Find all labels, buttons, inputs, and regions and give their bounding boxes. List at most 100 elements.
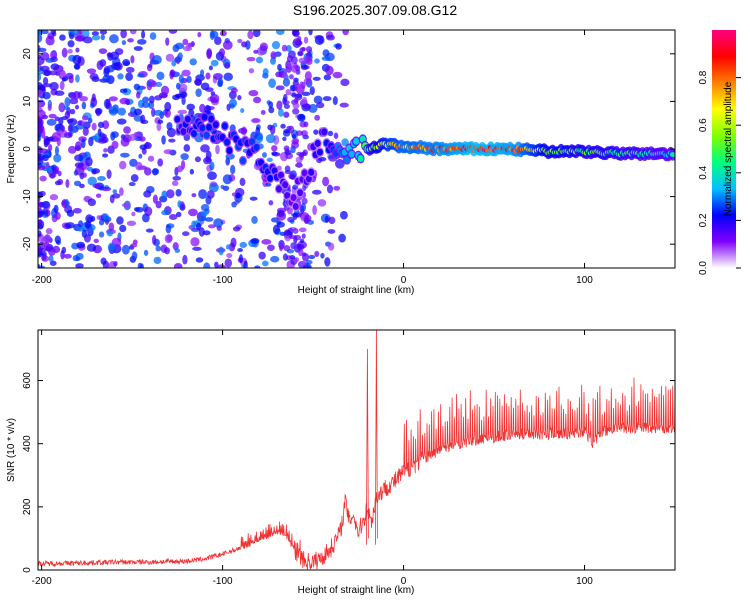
spectrogram-noise-blob xyxy=(281,72,288,79)
spectrogram-noise-blob xyxy=(231,201,237,208)
spectrogram-ridge-point xyxy=(343,156,350,164)
spectrogram-noise-blob xyxy=(161,190,168,199)
spectrogram-noise-blob xyxy=(284,170,292,175)
spectrogram-noise-blob xyxy=(40,65,50,72)
x-tick-label: -100 xyxy=(213,275,233,286)
spectrogram-noise-blob xyxy=(296,161,302,168)
y-tick-label: 600 xyxy=(22,372,33,389)
spectrogram-noise-blob xyxy=(226,103,231,112)
spectrogram-noise-blob xyxy=(189,58,197,66)
spectrogram-noise-blob xyxy=(77,227,84,232)
spectrogram-noise-blob xyxy=(283,111,290,118)
spectrogram-noise-blob xyxy=(246,56,256,62)
spectrogram-noise-blob xyxy=(117,107,127,116)
spectrogram-noise-blob xyxy=(105,98,111,108)
spectrogram-noise-blob xyxy=(187,42,194,48)
spectrogram-noise-blob xyxy=(177,200,182,208)
spectrogram-noise-blob xyxy=(304,55,312,64)
spectrogram-noise-blob xyxy=(172,176,182,181)
spectrogram-ridge-point xyxy=(174,115,181,123)
spectrogram-noise-blob xyxy=(38,85,46,91)
spectrogram-noise-blob xyxy=(91,122,97,131)
spectrogram-noise-blob xyxy=(142,96,150,103)
spectrogram-noise-blob xyxy=(91,31,99,36)
spectrogram-noise-blob xyxy=(171,60,177,67)
spectrogram-noise-blob xyxy=(317,199,327,207)
spectrogram-noise-blob xyxy=(191,193,197,198)
spectrogram-noise-blob xyxy=(87,176,97,186)
spectrogram-noise-blob xyxy=(203,262,211,268)
spectrogram-noise-blob xyxy=(289,174,296,180)
x-tick-label: 0 xyxy=(401,576,407,587)
spectrogram-noise-blob xyxy=(314,58,320,64)
spectrogram-noise-blob xyxy=(43,234,52,243)
spectrogram-noise-blob xyxy=(48,247,56,256)
spectrogram-noise-blob xyxy=(335,158,345,169)
spectrogram-noise-blob xyxy=(79,183,85,189)
spectrogram-noise-blob xyxy=(269,125,276,135)
y-tick-label: -10 xyxy=(22,189,33,204)
spectrogram-ridge-point xyxy=(191,130,198,138)
spectrogram-noise-blob xyxy=(255,132,263,141)
spectrogram-noise-blob xyxy=(297,51,303,56)
spectrogram-noise-blob xyxy=(38,72,42,82)
spectrogram-noise-blob xyxy=(172,94,180,101)
spectrogram-noise-blob xyxy=(121,202,131,208)
spectrogram-noise-blob xyxy=(173,262,183,268)
colorbar-gradient xyxy=(712,30,736,268)
spectrogram-noise-blob xyxy=(207,224,216,229)
spectrogram-noise-blob xyxy=(42,83,52,88)
spectrogram-noise-blob xyxy=(261,260,269,267)
spectrogram-noise-blob xyxy=(289,74,294,80)
spectrogram-noise-blob xyxy=(301,46,306,51)
spectrogram-noise-blob xyxy=(82,36,93,44)
spectrogram-noise-blob xyxy=(282,77,291,87)
spectrogram-noise-blob xyxy=(291,92,297,98)
spectrogram-noise-blob xyxy=(48,113,57,119)
spectrogram-noise-blob xyxy=(47,103,52,112)
spectrogram-noise-blob xyxy=(284,233,291,242)
spectrogram-noise-blob xyxy=(139,144,147,150)
spectrogram-noise-blob xyxy=(133,83,141,91)
spectrogram-noise-blob xyxy=(72,54,82,65)
spectrogram-noise-blob xyxy=(177,109,188,115)
spectrogram-noise-blob xyxy=(296,243,305,251)
spectrogram-noise-blob xyxy=(290,242,296,250)
spectrogram-ridge-point xyxy=(275,185,282,193)
spectrogram-noise-blob xyxy=(81,115,89,121)
spectrogram-noise-blob xyxy=(322,176,330,187)
spectrogram-noise-blob xyxy=(258,251,266,260)
spectrogram-noise-blob xyxy=(138,153,143,159)
spectrogram-noise-blob xyxy=(208,65,213,71)
spectrogram-noise-blob xyxy=(67,40,75,48)
snr-frame xyxy=(37,329,676,571)
y-tick-label: 400 xyxy=(22,435,33,452)
spectrogram-noise-blob xyxy=(283,245,291,252)
spectrogram-noise-blob xyxy=(312,189,322,195)
spectrogram-noise-blob xyxy=(42,91,51,100)
spectrogram-ridge-point xyxy=(248,138,255,146)
spectrogram-ridge-point xyxy=(348,150,355,158)
spectrogram-noise-blob xyxy=(103,148,108,153)
spectrogram-noise-blob xyxy=(271,145,278,152)
spectrogram-noise-blob xyxy=(192,246,202,251)
spectrogram-noise-blob xyxy=(183,144,191,152)
spectrogram-noise-blob xyxy=(205,72,211,80)
spectrogram-noise-blob xyxy=(121,244,130,255)
spectrogram-blobs xyxy=(38,30,350,268)
spectrogram-noise-blob xyxy=(130,174,139,183)
spectrogram-noise-blob xyxy=(89,73,99,81)
spectrogram-noise-blob xyxy=(38,148,48,154)
spectrogram-noise-blob xyxy=(91,93,96,102)
snr-plot-area xyxy=(38,330,675,570)
spectrogram-noise-blob xyxy=(144,206,153,217)
spectrogram-noise-blob xyxy=(141,30,146,39)
spectrogram-ridge-point xyxy=(199,124,206,132)
spectrogram-noise-blob xyxy=(255,56,264,64)
spectrogram-noise-blob xyxy=(243,260,248,268)
spectrogram-noise-blob xyxy=(48,70,58,76)
spectrogram-noise-blob xyxy=(196,217,207,222)
spectrogram-noise-blob xyxy=(251,118,260,123)
spectrogram-noise-blob xyxy=(79,95,88,102)
spectrogram-noise-blob xyxy=(175,188,182,197)
